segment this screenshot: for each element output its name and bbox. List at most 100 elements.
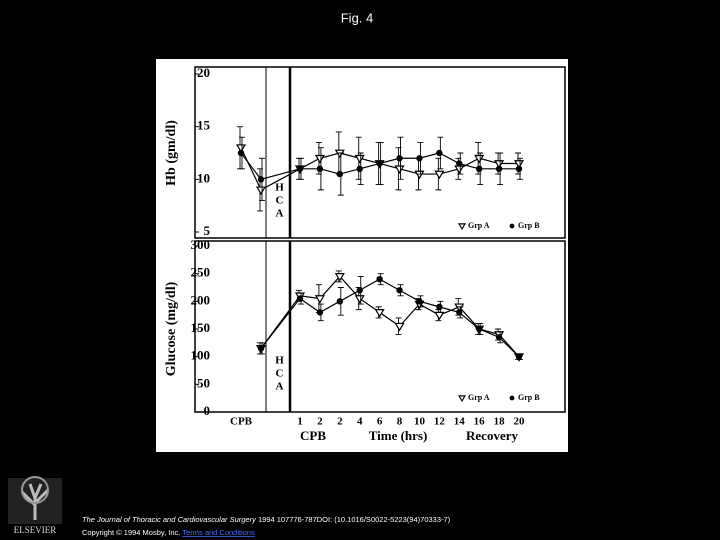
- plot-frame: [194, 66, 566, 239]
- citation: The Journal of Thoracic and Cardiovascul…: [82, 515, 451, 524]
- legend-label: Grp B: [518, 221, 540, 230]
- marker: [456, 160, 463, 167]
- marker: [316, 309, 324, 316]
- marker: [513, 160, 525, 169]
- marker: [457, 395, 467, 403]
- y-tick-label: 10: [197, 170, 210, 185]
- logo-text: ELSEVIER: [14, 525, 57, 535]
- marker: [515, 165, 523, 172]
- marker: [416, 155, 423, 162]
- figure-background: [156, 59, 568, 452]
- marker: [296, 295, 304, 302]
- x-tick-label: 4: [357, 416, 363, 428]
- marker: [495, 334, 503, 341]
- y-tick-label: 15: [197, 118, 211, 133]
- marker: [394, 322, 405, 332]
- marker: [354, 295, 365, 304]
- marker: [416, 298, 423, 305]
- x-group-label: Time (hrs): [369, 428, 428, 443]
- marker: [436, 303, 443, 311]
- marker: [235, 144, 247, 153]
- copyright-line: Copyright © 1994 Mosby, Inc. Terms and C…: [82, 528, 255, 537]
- marker: [257, 176, 265, 183]
- marker: [474, 154, 485, 164]
- marker: [356, 287, 363, 294]
- y-tick-label: 200: [191, 292, 211, 307]
- marker: [376, 160, 383, 167]
- legend-label: Grp B: [518, 393, 540, 402]
- marker: [494, 160, 505, 169]
- marker: [396, 155, 403, 162]
- marker: [434, 170, 445, 180]
- slide-title: Fig. 4: [341, 10, 374, 25]
- y-tick-label: 300: [191, 237, 211, 252]
- y-tick-label: 5: [204, 223, 211, 238]
- marker: [356, 165, 363, 172]
- logo: ELSEVIER: [8, 476, 62, 535]
- marker: [334, 273, 345, 282]
- marker: [334, 149, 345, 159]
- marker: [509, 223, 515, 229]
- x-group-label: Recovery: [466, 428, 518, 443]
- marker: [376, 276, 383, 283]
- y-axis-label: Glucose (mg/dl): [164, 281, 179, 376]
- plot-frame: [194, 240, 566, 413]
- x-tick-label: 1: [297, 416, 303, 428]
- marker: [237, 149, 245, 157]
- y-tick-label: 150: [191, 320, 211, 335]
- y-tick-label: 50: [197, 375, 210, 390]
- logo-crown: [21, 476, 49, 504]
- figure: HCA 5 10 15 20 Hb (gm/dl) Grp A Grp B HCA 0 50 100 1…: [156, 59, 568, 452]
- marker: [495, 165, 503, 172]
- logo-tree: [20, 483, 50, 520]
- marker: [374, 309, 385, 318]
- terms-link[interactable]: Terms and Conditions: [182, 528, 255, 537]
- y-tick-label: 0: [204, 403, 211, 418]
- series-line: [240, 152, 519, 181]
- x-tick-label: CPB: [230, 416, 253, 428]
- x-group-label: CPB: [300, 428, 326, 443]
- x-tick-label: 10: [414, 416, 426, 428]
- marker: [414, 170, 425, 180]
- legend-label: Grp A: [468, 221, 490, 230]
- x-tick-label: 16: [474, 416, 486, 428]
- x-tick-label: 2: [317, 416, 323, 428]
- journal: The Journal of Thoracic and Cardiovascul…: [82, 515, 257, 524]
- annotation: HCA: [273, 355, 285, 394]
- x-tick-label: 12: [434, 416, 446, 428]
- marker: [515, 353, 523, 360]
- x-tick-label: 2: [337, 416, 343, 428]
- marker: [509, 395, 515, 401]
- x-tick-label: 6: [377, 416, 383, 428]
- marker: [296, 165, 304, 172]
- marker: [436, 149, 443, 157]
- marker: [475, 325, 483, 333]
- marker: [354, 154, 365, 164]
- copyright: Copyright © 1994 Mosby, Inc.: [82, 528, 180, 537]
- marker: [255, 186, 267, 196]
- marker: [257, 345, 265, 352]
- y-tick-label: 20: [197, 65, 210, 80]
- x-tick-label: 14: [454, 416, 466, 428]
- marker: [475, 165, 483, 172]
- marker: [336, 170, 344, 178]
- marker: [454, 303, 465, 313]
- marker: [316, 165, 324, 172]
- x-tick-label: 8: [397, 416, 403, 428]
- y-axis-label: Hb (gm/dl): [164, 120, 179, 186]
- y-tick-label: 250: [191, 265, 211, 280]
- reference: 1994 107776-787DOI: (10.1016/S0022-5223(…: [258, 515, 451, 524]
- marker: [457, 223, 467, 231]
- marker: [314, 154, 325, 164]
- marker: [394, 165, 405, 174]
- marker: [336, 298, 344, 305]
- annotation: HCA: [273, 182, 285, 221]
- x-tick-label: 20: [514, 416, 526, 428]
- x-tick-label: 18: [494, 416, 506, 428]
- marker: [396, 287, 403, 294]
- marker: [314, 295, 325, 304]
- y-tick-label: 100: [191, 348, 211, 363]
- marker: [456, 309, 463, 316]
